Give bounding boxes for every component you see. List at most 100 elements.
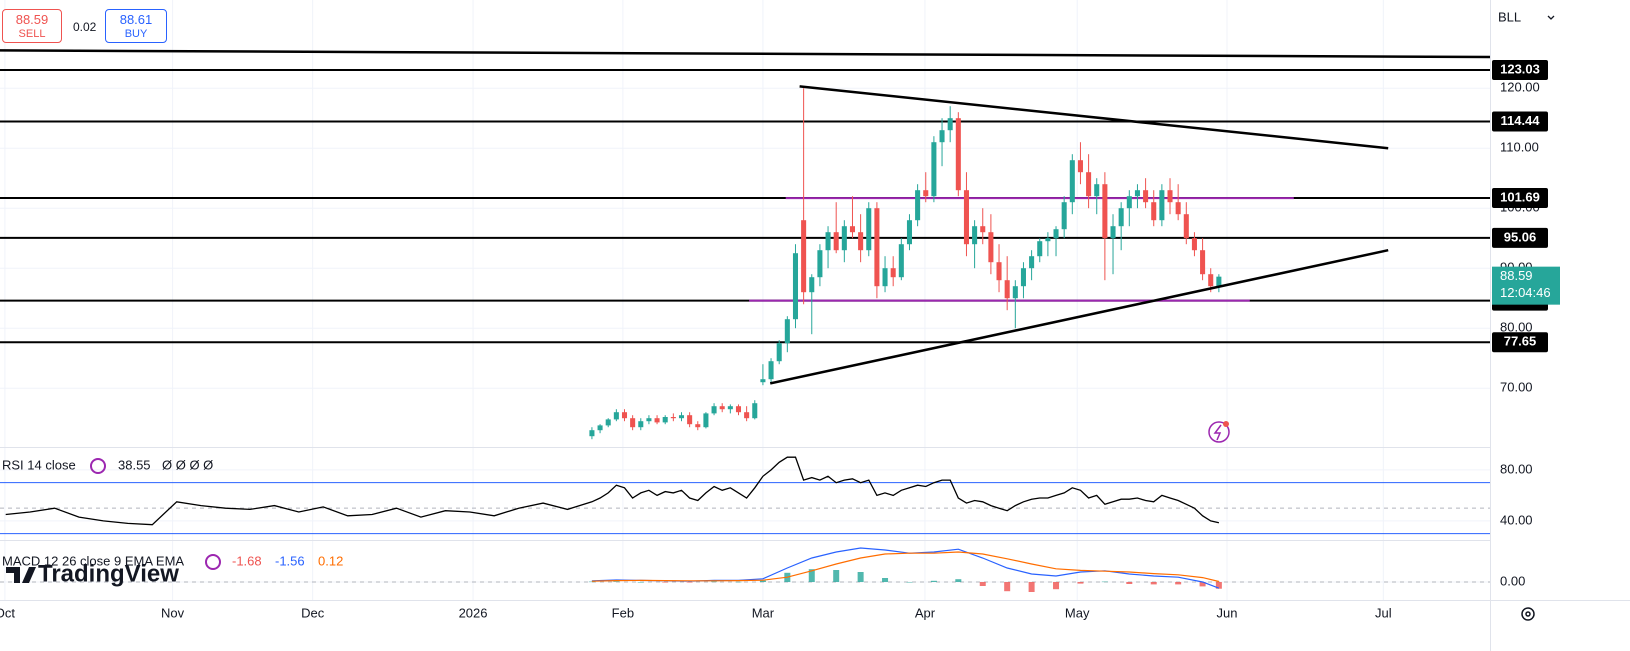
macd-pane <box>0 547 1490 592</box>
candle-body <box>1175 202 1181 215</box>
macd-histogram-bar <box>1126 582 1133 584</box>
candle-body <box>1094 184 1100 197</box>
level-label: 123.03 <box>1500 61 1540 76</box>
candle-body <box>988 232 994 263</box>
signal-line <box>591 551 1220 583</box>
x-tick-label: Nov <box>161 605 185 620</box>
candle-body <box>931 142 937 197</box>
candle-body <box>890 268 896 278</box>
candle-body <box>996 262 1002 281</box>
candle-body <box>1134 190 1140 197</box>
price-label: 88.59 <box>1500 268 1533 283</box>
buy-price: 88.61 <box>119 12 153 27</box>
macd-histogram-bar <box>759 580 766 582</box>
candle-body <box>1020 268 1026 287</box>
sell-price: 88.59 <box>15 12 49 27</box>
alert-icon[interactable] <box>1208 421 1230 443</box>
candle-body <box>605 419 611 426</box>
candle-body <box>1167 190 1173 203</box>
x-tick-label: Feb <box>612 605 634 620</box>
candle-body <box>882 268 888 287</box>
symbol[interactable]: BLL <box>1498 9 1521 24</box>
candle-body <box>1102 184 1108 239</box>
candle-body <box>646 418 652 422</box>
macd-histogram-bar <box>1053 582 1060 590</box>
logo: TradingView <box>38 560 179 587</box>
rsi-extras: Ø Ø Ø Ø <box>162 457 213 472</box>
candle-body <box>744 412 750 419</box>
candle-body <box>621 412 628 419</box>
macd-histogram-bar <box>686 582 693 583</box>
rsi-pane <box>0 456 1490 535</box>
candle-body <box>980 226 986 233</box>
candle-body <box>597 425 603 431</box>
x-tick-label: Jul <box>1375 605 1392 620</box>
y-tick-label: 70.00 <box>1500 380 1533 395</box>
macd-histogram-bar <box>1199 582 1206 587</box>
price-label-box <box>1492 266 1560 305</box>
macd-signal-value: 0.12 <box>318 553 343 568</box>
level-label-box <box>1492 111 1548 132</box>
x-tick-label: Dec <box>301 605 325 620</box>
candle-body <box>1053 229 1059 239</box>
candle-body <box>1143 190 1149 203</box>
macd-histogram-bar <box>613 581 620 582</box>
macd-histogram-bar <box>833 570 840 582</box>
candle-body <box>703 413 709 428</box>
x-tick-label: Apr <box>915 605 936 620</box>
x-tick-label: May <box>1065 605 1090 620</box>
candle-body <box>963 190 969 245</box>
axes: Oct Nov Dec 2026 Feb Mar Apr May Jun Jul 70.00 80.0… <box>0 60 1560 620</box>
candle-body <box>849 226 855 233</box>
symbol-chevron[interactable] <box>1547 15 1555 20</box>
alert-bolt <box>1213 424 1222 441</box>
y-tick-label: 110.00 <box>1500 140 1539 155</box>
candle-body <box>670 417 676 419</box>
candle-body <box>1216 276 1222 287</box>
candle-body <box>1191 238 1197 251</box>
candle-body <box>1029 256 1035 269</box>
macd-histogram-bar <box>735 581 742 583</box>
candle-body <box>678 415 685 419</box>
level-label-box <box>1492 227 1548 248</box>
candle-body <box>801 220 807 293</box>
candle-body <box>654 418 660 423</box>
level-label: 95.06 <box>1504 229 1537 244</box>
candle-body <box>947 118 953 131</box>
candle-body <box>858 232 864 251</box>
macd-histogram-bar <box>1150 582 1157 585</box>
trendline <box>769 248 1389 385</box>
x-tick-label: Mar <box>752 605 775 620</box>
buy-button[interactable]: 88.61 BUY <box>105 9 167 43</box>
macd-histogram-bar <box>1175 582 1182 585</box>
settings-icon[interactable] <box>1521 607 1535 621</box>
macd-histogram-bar <box>711 581 718 583</box>
rsi-value: 38.55 <box>118 457 151 472</box>
logo-mark <box>6 567 36 583</box>
settings-icon-core <box>1525 611 1531 617</box>
buy-label: BUY <box>124 28 148 40</box>
candle-body <box>1077 160 1083 173</box>
macd-icon[interactable] <box>205 554 221 570</box>
candle-body <box>1061 202 1067 230</box>
candle-body <box>1012 286 1018 299</box>
candle-body <box>817 250 823 278</box>
y-tick-label: 40.00 <box>1500 512 1533 527</box>
candle-body <box>613 412 619 420</box>
rsi-line <box>5 456 1220 526</box>
y-tick-label: 0.00 <box>1500 573 1525 588</box>
candle-body <box>752 403 758 419</box>
candle-body <box>1118 208 1124 227</box>
x-tick-label: Oct <box>0 605 15 620</box>
candle-body <box>711 406 717 414</box>
candle-body <box>719 406 725 410</box>
candle-body <box>906 220 912 245</box>
candle-body <box>1069 160 1075 203</box>
level-label-box <box>1492 188 1548 209</box>
candle-body <box>874 208 880 287</box>
candle-body <box>638 421 644 428</box>
rsi-icon[interactable] <box>90 458 106 474</box>
sell-button[interactable]: 88.59 SELL <box>2 9 62 43</box>
macd-histogram-bar <box>906 582 913 583</box>
